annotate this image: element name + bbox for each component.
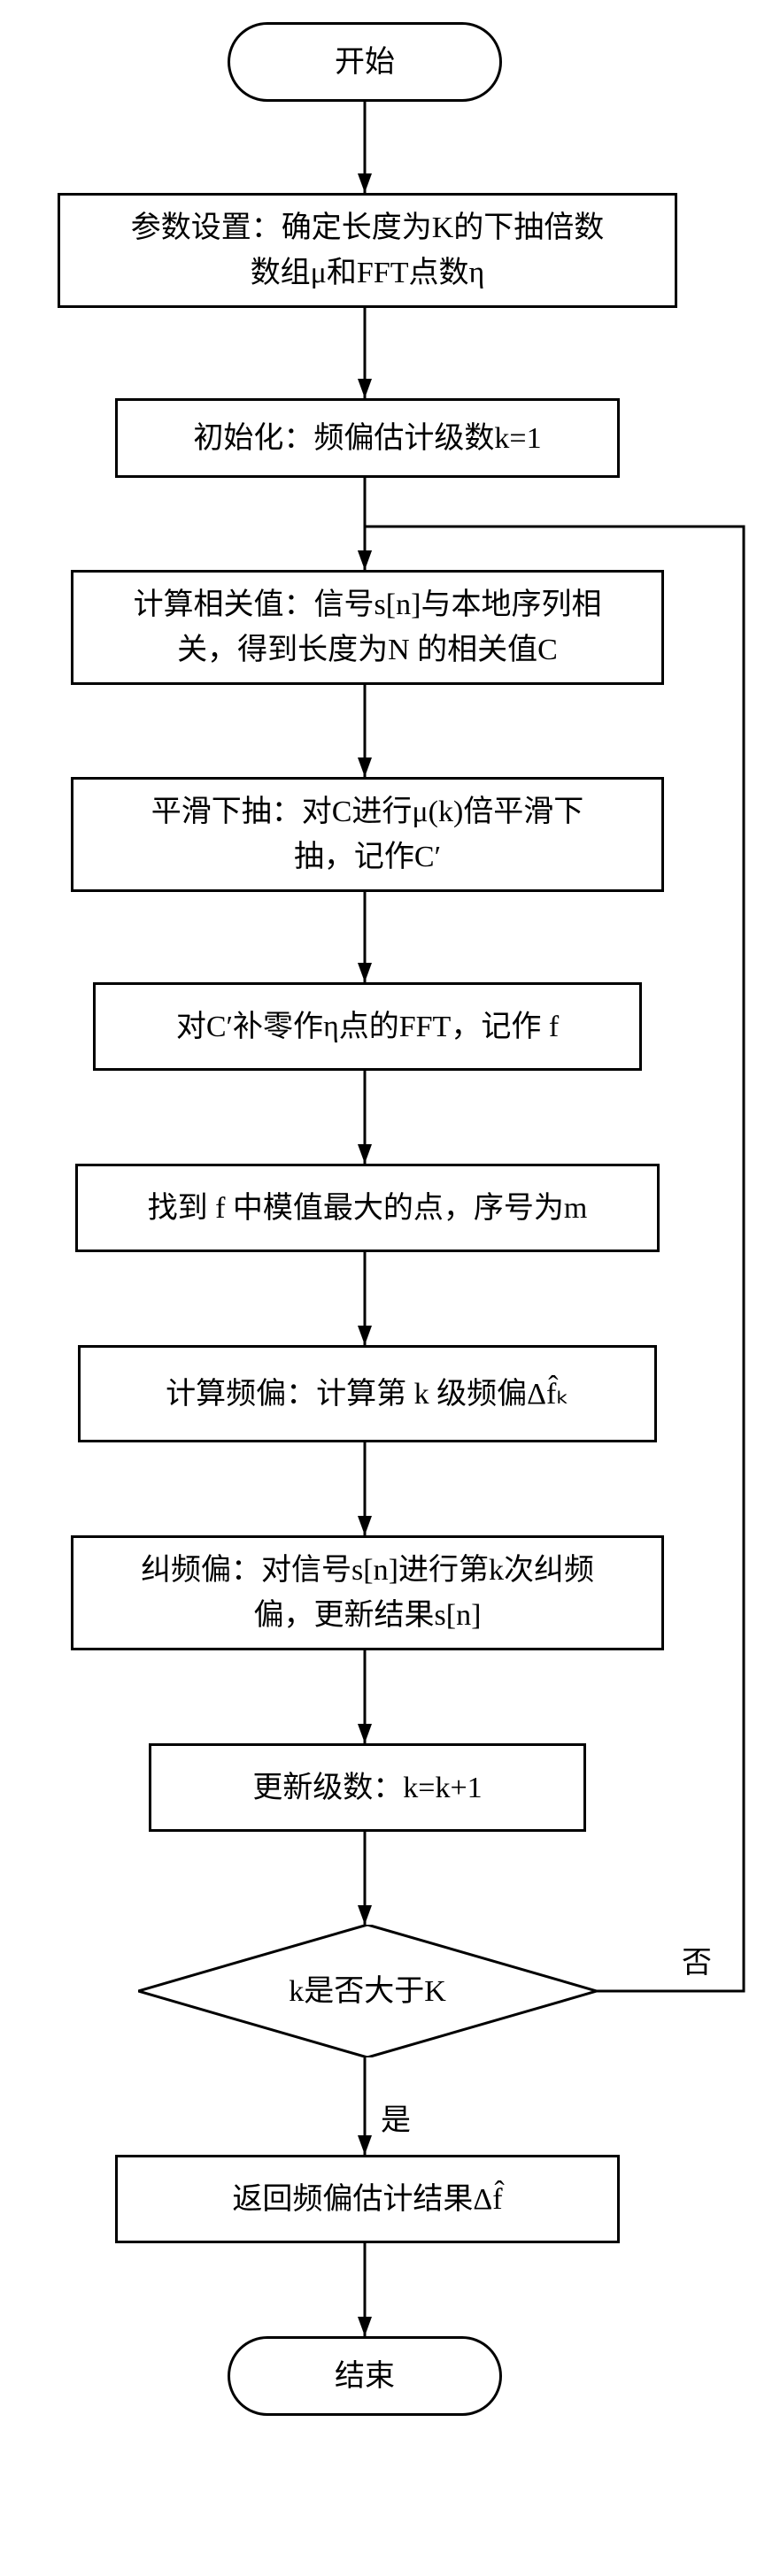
update-label: 更新级数：k=k+1 (252, 1765, 482, 1811)
init-label: 初始化：频偏估计级数k=1 (193, 416, 541, 461)
findmax-node: 找到 f 中模值最大的点，序号为m (75, 1164, 660, 1252)
decision-label: k是否大于K (289, 1969, 446, 2014)
start-node: 开始 (228, 22, 502, 102)
update-node: 更新级数：k=k+1 (149, 1743, 586, 1832)
calcfo-label: 计算频偏：计算第 k 级频偏Δf̂ₖ (166, 1372, 569, 1417)
fft-node: 对C′补零作η点的FFT，记作 f (93, 982, 642, 1071)
end-node: 结束 (228, 2336, 502, 2416)
calcfo-node: 计算频偏：计算第 k 级频偏Δf̂ₖ (78, 1345, 657, 1442)
params-node: 参数设置：确定长度为K的下抽倍数 数组μ和FFT点数η (58, 193, 677, 308)
correct-label: 纠频偏：对信号s[n]进行第k次纠频 偏，更新结果s[n] (141, 1548, 594, 1638)
return-label: 返回频偏估计结果Δf̂ (232, 2177, 502, 2222)
corr-label: 计算相关值：信号s[n]与本地序列相 关，得到长度为N 的相关值C (134, 582, 602, 673)
end-label: 结束 (335, 2354, 395, 2399)
corr-node: 计算相关值：信号s[n]与本地序列相 关，得到长度为N 的相关值C (71, 570, 664, 685)
edge-label-yes: 是 (381, 2095, 411, 2139)
return-node: 返回频偏估计结果Δf̂ (115, 2155, 620, 2243)
findmax-label: 找到 f 中模值最大的点，序号为m (148, 1186, 588, 1231)
smooth-label: 平滑下抽：对C进行μ(k)倍平滑下 抽，记作C′ (151, 789, 584, 880)
params-label: 参数设置：确定长度为K的下抽倍数 数组μ和FFT点数η (131, 205, 605, 296)
fft-label: 对C′补零作η点的FFT，记作 f (176, 1004, 559, 1050)
init-node: 初始化：频偏估计级数k=1 (115, 398, 620, 478)
flowchart-canvas: 开始 参数设置：确定长度为K的下抽倍数 数组μ和FFT点数η 初始化：频偏估计级… (0, 0, 780, 2576)
start-label: 开始 (335, 40, 395, 85)
edge-label-no: 否 (682, 1938, 712, 1981)
correct-node: 纠频偏：对信号s[n]进行第k次纠频 偏，更新结果s[n] (71, 1535, 664, 1650)
decision-node: k是否大于K (138, 1925, 597, 2057)
smooth-node: 平滑下抽：对C进行μ(k)倍平滑下 抽，记作C′ (71, 777, 664, 892)
